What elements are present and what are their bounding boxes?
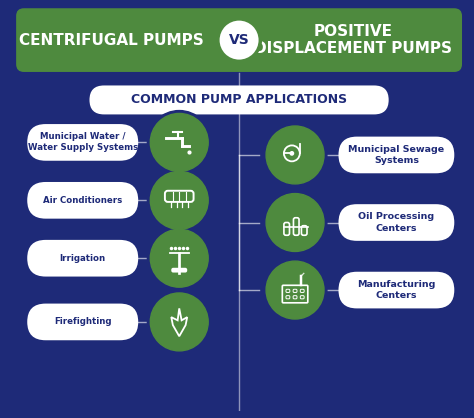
Circle shape	[150, 293, 208, 351]
Circle shape	[150, 113, 208, 171]
Text: Irrigation: Irrigation	[60, 254, 106, 263]
Text: COMMON PUMP APPLICATIONS: COMMON PUMP APPLICATIONS	[131, 94, 347, 107]
FancyBboxPatch shape	[338, 137, 454, 173]
Circle shape	[218, 19, 260, 61]
Circle shape	[263, 191, 327, 255]
Text: CENTRIFUGAL PUMPS: CENTRIFUGAL PUMPS	[19, 33, 204, 48]
Circle shape	[266, 261, 324, 319]
FancyBboxPatch shape	[27, 303, 138, 340]
Circle shape	[266, 194, 324, 252]
Circle shape	[147, 168, 211, 232]
FancyBboxPatch shape	[338, 204, 454, 241]
FancyBboxPatch shape	[27, 182, 138, 219]
Text: POSITIVE
DISPLACEMENT PUMPS: POSITIVE DISPLACEMENT PUMPS	[254, 24, 452, 56]
FancyBboxPatch shape	[90, 85, 389, 115]
Text: Municipal Water /
Water Supply Systems: Municipal Water / Water Supply Systems	[27, 133, 138, 153]
Circle shape	[290, 151, 294, 156]
Circle shape	[266, 126, 324, 184]
Text: Firefighting: Firefighting	[54, 317, 111, 326]
Circle shape	[147, 290, 211, 354]
Text: Manufacturing
Centers: Manufacturing Centers	[357, 280, 436, 300]
FancyBboxPatch shape	[171, 268, 187, 273]
FancyBboxPatch shape	[27, 240, 138, 277]
FancyBboxPatch shape	[338, 272, 454, 308]
FancyBboxPatch shape	[16, 8, 462, 72]
Circle shape	[263, 123, 327, 187]
Circle shape	[150, 229, 208, 287]
Text: VS: VS	[228, 33, 249, 47]
Text: Municipal Sewage
Systems: Municipal Sewage Systems	[348, 145, 445, 165]
Text: Air Conditioners: Air Conditioners	[43, 196, 122, 205]
Text: Oil Processing
Centers: Oil Processing Centers	[358, 212, 435, 232]
Circle shape	[147, 227, 211, 290]
FancyBboxPatch shape	[27, 124, 138, 161]
Circle shape	[263, 258, 327, 322]
Circle shape	[147, 110, 211, 174]
Circle shape	[150, 171, 208, 229]
